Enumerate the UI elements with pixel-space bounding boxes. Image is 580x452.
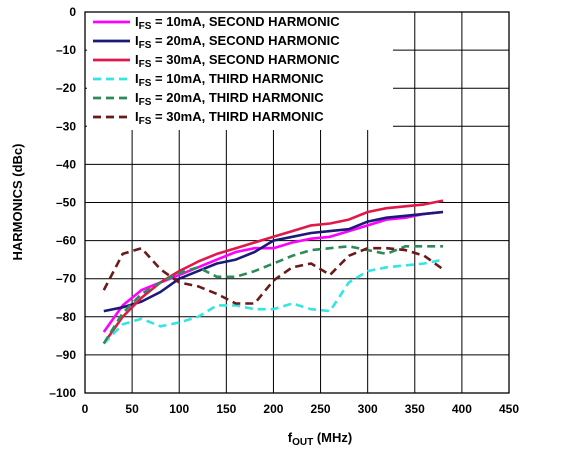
legend-background — [87, 12, 393, 130]
x-tick-label: 300 — [358, 402, 378, 416]
y-tick-label: –70 — [56, 272, 76, 286]
x-tick-label: 400 — [452, 402, 472, 416]
y-tick-labels: 0 –10 –20 –30 –40 –50 –60 –70 –80 –90 –100 — [49, 5, 76, 400]
y-axis-label: HARMONICS (dBc) — [10, 144, 25, 261]
y-tick-label: –30 — [56, 119, 76, 133]
legend-label: IFS = 30mA, THIRD HARMONIC — [135, 109, 324, 127]
y-tick-label: –40 — [56, 157, 76, 171]
legend-label: IFS = 10mA, THIRD HARMONIC — [135, 71, 324, 89]
x-axis-label-main: f — [288, 430, 293, 445]
x-tick-label: 350 — [405, 402, 425, 416]
y-tick-label: –60 — [56, 234, 76, 248]
y-tick-label: –100 — [49, 386, 76, 400]
legend-label: IFS = 20mA, SECOND HARMONIC — [135, 33, 340, 51]
y-tick-label: –50 — [56, 196, 76, 210]
x-tick-label: 50 — [125, 402, 139, 416]
y-tick-label: –20 — [56, 81, 76, 95]
x-tick-label: 0 — [82, 402, 89, 416]
x-tick-label: 250 — [311, 402, 331, 416]
y-tick-label: –90 — [56, 348, 76, 362]
series-line — [102, 245, 443, 345]
series-layer — [102, 199, 444, 345]
legend-label: IFS = 30mA, SECOND HARMONIC — [135, 52, 340, 70]
x-tick-label: 150 — [216, 402, 236, 416]
y-tick-label: –10 — [56, 43, 76, 57]
legend-label: IFS = 10mA, SECOND HARMONIC — [135, 14, 340, 32]
x-tick-label: 450 — [499, 402, 519, 416]
y-tick-label: –80 — [56, 310, 76, 324]
x-tick-label: 100 — [169, 402, 189, 416]
series-line — [102, 246, 444, 305]
x-axis-label-subscript: OUT — [292, 437, 313, 448]
series-line — [102, 258, 444, 345]
x-axis-label: fOUT (MHz) — [288, 430, 352, 448]
x-tick-label: 200 — [263, 402, 283, 416]
y-tick-label: 0 — [69, 5, 76, 19]
x-tick-labels: 0 50 100 150 200 250 300 350 400 450 — [82, 402, 520, 416]
x-axis-label-unit: (MHz) — [313, 430, 352, 445]
plot-frame — [84, 11, 510, 394]
legend-label: IFS = 20mA, THIRD HARMONIC — [135, 90, 324, 108]
series-line — [103, 210, 444, 313]
